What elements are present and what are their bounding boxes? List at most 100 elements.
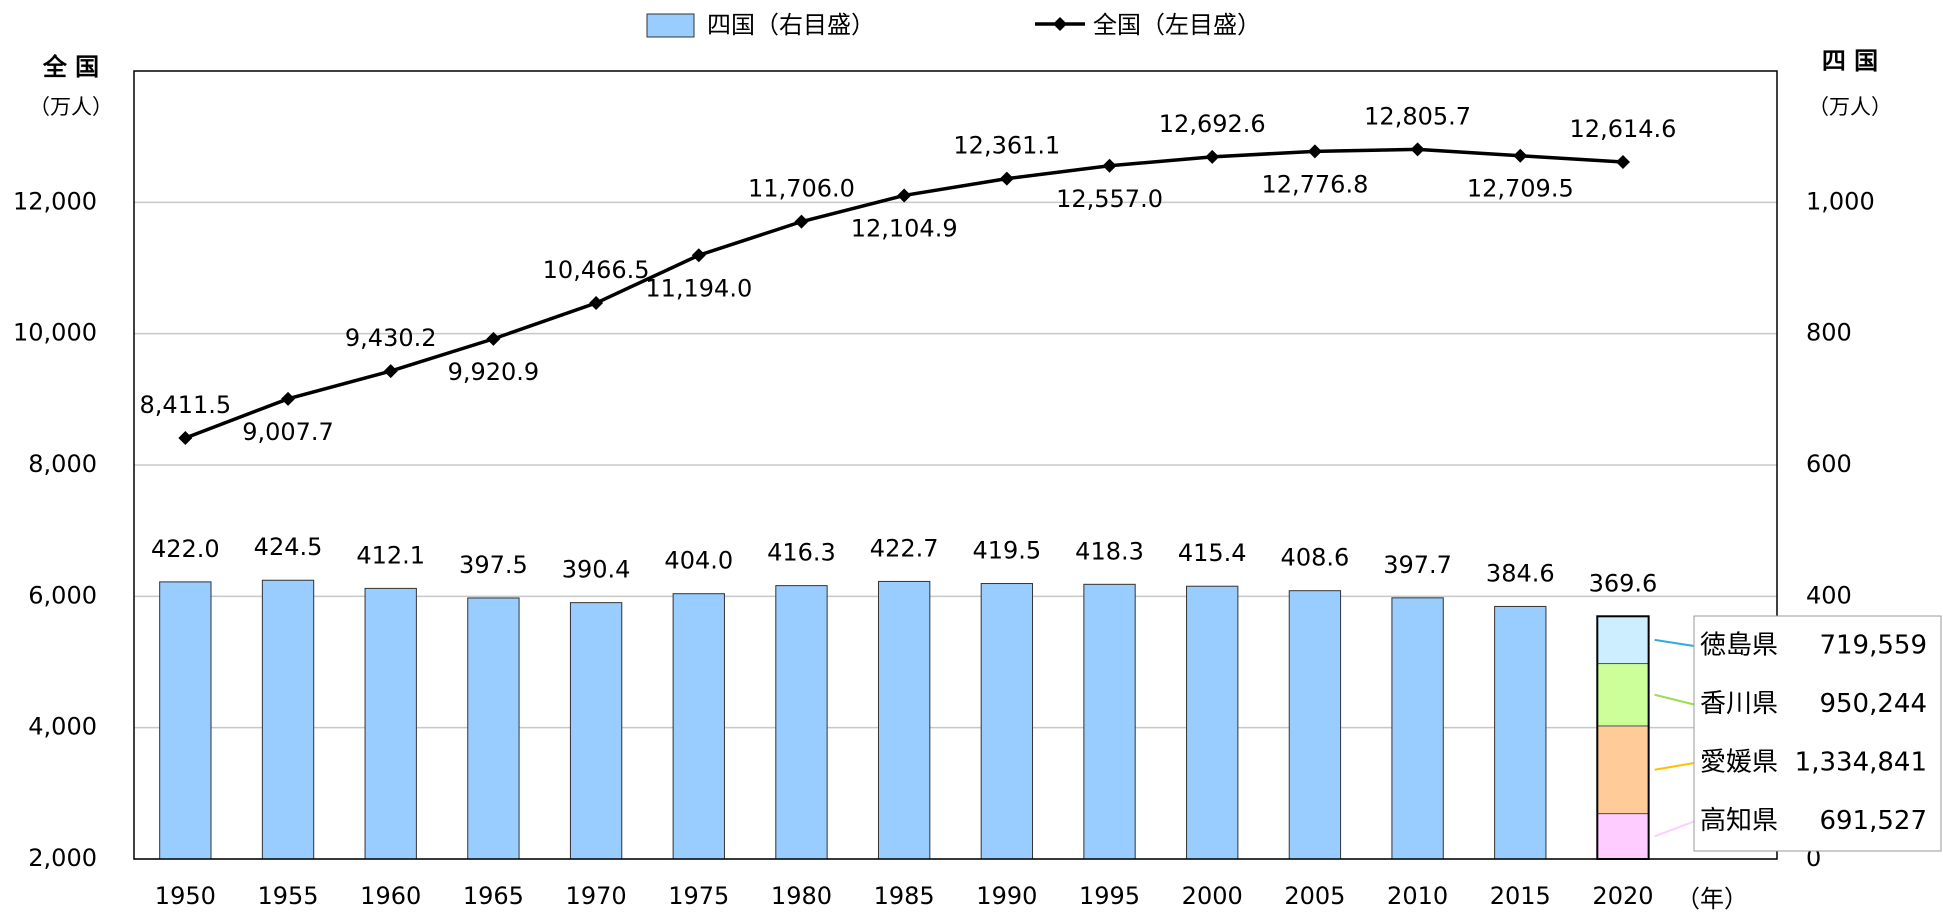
- marker: [1513, 148, 1528, 163]
- x-tick-label: 1970: [566, 882, 627, 910]
- data-label: 408.6: [1281, 544, 1350, 572]
- marker: [1205, 149, 1220, 164]
- x-tick-label: 2000: [1182, 882, 1243, 910]
- bar: [1083, 583, 1136, 860]
- x-tick-label: 1995: [1079, 882, 1140, 910]
- x-tick-label: 2015: [1490, 882, 1551, 910]
- y-axis-unit: （万人）: [29, 95, 113, 119]
- data-label: 12,557.0: [1056, 185, 1163, 213]
- data-label: 404.0: [664, 547, 733, 575]
- bar: [672, 593, 725, 860]
- stack-segment: [1596, 615, 1650, 665]
- marker: [794, 214, 809, 229]
- y-tick-label: 8,000: [28, 450, 97, 478]
- bar: [1288, 590, 1342, 860]
- legend-label: 全国（左目盛）: [1093, 11, 1261, 39]
- data-label: 419.5: [972, 537, 1041, 565]
- data-label: 412.1: [356, 541, 425, 569]
- data-label: 9,007.7: [242, 418, 334, 446]
- data-label: 9,920.9: [448, 358, 540, 386]
- bar: [1494, 605, 1547, 860]
- data-label: 422.7: [870, 534, 939, 562]
- data-label: 9,430.2: [345, 324, 437, 352]
- breakdown-name: 徳島県: [1700, 631, 1778, 661]
- marker: [691, 248, 706, 263]
- y-tick-label: 2,000: [28, 844, 97, 872]
- x-tick-label: 2010: [1387, 882, 1448, 910]
- marker: [1410, 142, 1425, 157]
- marker: [1307, 144, 1322, 159]
- marker: [383, 364, 398, 379]
- y-tick-label: 10,000: [13, 319, 97, 347]
- bar: [364, 587, 417, 860]
- y-tick-label: 12,000: [13, 187, 97, 215]
- breakdown-name: 高知県: [1700, 806, 1778, 836]
- stack-segment: [1596, 663, 1650, 727]
- marker: [178, 430, 193, 445]
- y-axis-label: 全 国: [42, 53, 99, 81]
- y-tick-label: 6,000: [28, 581, 97, 609]
- data-label: 390.4: [562, 556, 631, 584]
- data-label: 12,805.7: [1364, 102, 1471, 130]
- x-tick-label: 1990: [976, 882, 1037, 910]
- marker: [999, 171, 1014, 186]
- x-tick-label: 1950: [155, 882, 216, 910]
- data-label: 12,361.1: [953, 132, 1060, 160]
- x-tick-label: 2020: [1592, 882, 1653, 910]
- data-label: 12,776.8: [1261, 170, 1368, 198]
- x-axis-unit: （年）: [1676, 885, 1748, 913]
- stack-segment: [1596, 725, 1650, 815]
- marker: [281, 391, 296, 406]
- breakdown-value: 1,334,841: [1795, 748, 1927, 778]
- bar: [1186, 585, 1239, 860]
- breakdown-value: 719,559: [1819, 631, 1927, 661]
- bar: [877, 580, 931, 860]
- breakdown-name: 香川県: [1700, 689, 1778, 719]
- data-label: 11,706.0: [748, 175, 855, 203]
- y2-axis-unit: （万人）: [1808, 95, 1892, 119]
- data-label: 8,411.5: [140, 391, 232, 419]
- bar: [569, 602, 623, 860]
- data-label: 416.3: [767, 539, 836, 567]
- leader-line: [1654, 638, 1695, 647]
- breakdown-value: 691,527: [1819, 806, 1927, 836]
- x-tick-label: 1965: [463, 882, 524, 910]
- marker: [589, 296, 604, 311]
- data-label: 12,692.6: [1159, 110, 1266, 138]
- bar: [261, 579, 315, 860]
- y2-tick-label: 600: [1806, 450, 1852, 478]
- stack-segment: [1596, 813, 1650, 860]
- marker: [1102, 158, 1117, 173]
- bar: [1391, 597, 1444, 860]
- leader-line: [1654, 693, 1695, 706]
- x-tick-label: 1985: [874, 882, 935, 910]
- bar: [980, 583, 1034, 860]
- data-label: 424.5: [254, 533, 323, 561]
- x-tick-label: 1955: [257, 882, 318, 910]
- data-label: 415.4: [1178, 539, 1247, 567]
- plot-frame: [133, 70, 1778, 860]
- leader-line: [1654, 820, 1695, 838]
- legend-swatch: [646, 13, 695, 38]
- bar: [467, 597, 520, 860]
- marker: [1615, 154, 1630, 169]
- data-label: 12,614.6: [1570, 115, 1677, 143]
- data-label: 384.6: [1486, 559, 1555, 587]
- bar: [775, 585, 828, 860]
- legend-marker: [1053, 17, 1067, 31]
- data-label: 397.5: [459, 551, 528, 579]
- bar: [159, 581, 212, 860]
- data-label: 10,466.5: [543, 256, 650, 284]
- data-label: 12,709.5: [1467, 175, 1574, 203]
- y2-axis-label: 四 国: [1822, 47, 1878, 75]
- data-label: 397.7: [1383, 551, 1452, 579]
- y2-tick-label: 400: [1806, 581, 1852, 609]
- breakdown-box: [1693, 615, 1942, 852]
- marker: [897, 188, 912, 203]
- legend-label: 四国（右目盛）: [707, 11, 875, 39]
- x-tick-label: 1980: [771, 882, 832, 910]
- y-tick-label: 4,000: [28, 713, 97, 741]
- x-tick-label: 1960: [360, 882, 421, 910]
- breakdown-value: 950,244: [1819, 689, 1927, 719]
